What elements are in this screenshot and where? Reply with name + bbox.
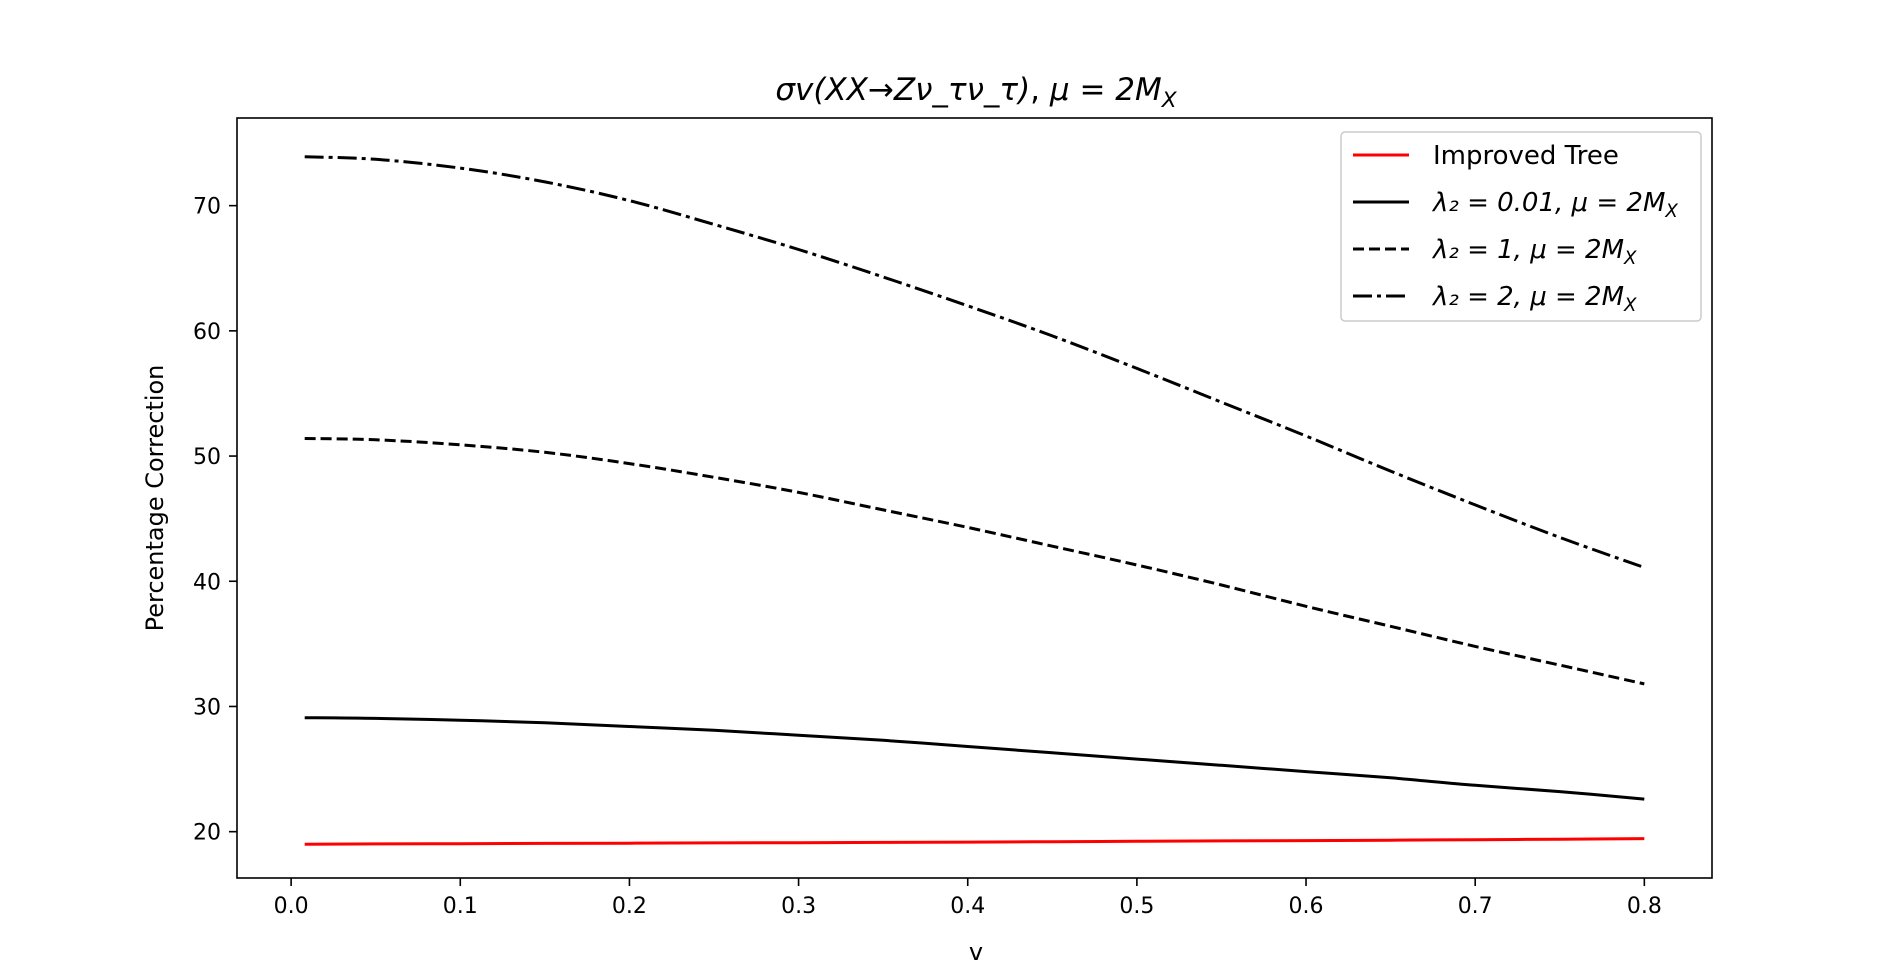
plot-area — [236, 117, 1713, 879]
series-line-0 — [304, 837, 1645, 846]
series-group — [304, 155, 1645, 846]
x-axis-label: v — [969, 938, 983, 966]
x-tick-label: 0.2 — [612, 894, 647, 919]
x-tick-label: 0.8 — [1627, 894, 1662, 919]
x-tick-label: 0.7 — [1458, 894, 1493, 919]
x-tick-label: 0.6 — [1289, 894, 1324, 919]
y-tick-label: 50 — [193, 445, 221, 470]
legend-box — [1340, 131, 1702, 322]
y-tick-label: 60 — [193, 320, 221, 345]
y-tick-label: 40 — [193, 570, 221, 595]
legend-label-2: λ₂ = 1, μ = 2MX — [1431, 235, 1637, 269]
y-tick-label: 20 — [193, 821, 221, 846]
series-line-2 — [304, 437, 1645, 686]
y-tick-label: 30 — [193, 695, 221, 720]
x-tick-label: 0.4 — [950, 894, 985, 919]
y-axis: 20 30 40 50 60 70 — [193, 195, 237, 846]
chart-title: σv(XX→Zν_τν_τ), μ = 2MX — [775, 72, 1177, 113]
x-axis: 0.0 0.1 0.2 0.3 0.4 0.5 0.6 0.7 0.8 — [274, 878, 1662, 919]
legend-label-0: Improved Tree — [1433, 141, 1619, 171]
x-tick-label: 0.3 — [781, 894, 816, 919]
series-line-3 — [304, 155, 1645, 569]
legend-label-1: λ₂ = 0.01, μ = 2MX — [1431, 188, 1678, 222]
y-axis-label: Percentage Correction — [141, 365, 169, 632]
x-tick-label: 0.0 — [274, 894, 309, 919]
y-tick-label: 70 — [193, 195, 221, 220]
series-line-1 — [304, 716, 1645, 801]
legend-label-3: λ₂ = 2, μ = 2MX — [1431, 282, 1637, 316]
legend: Improved Tree λ₂ = 0.01, μ = 2MX λ₂ = 1, μ… — [1340, 131, 1702, 322]
x-tick-label: 0.5 — [1119, 894, 1154, 919]
x-tick-label: 0.1 — [443, 894, 478, 919]
